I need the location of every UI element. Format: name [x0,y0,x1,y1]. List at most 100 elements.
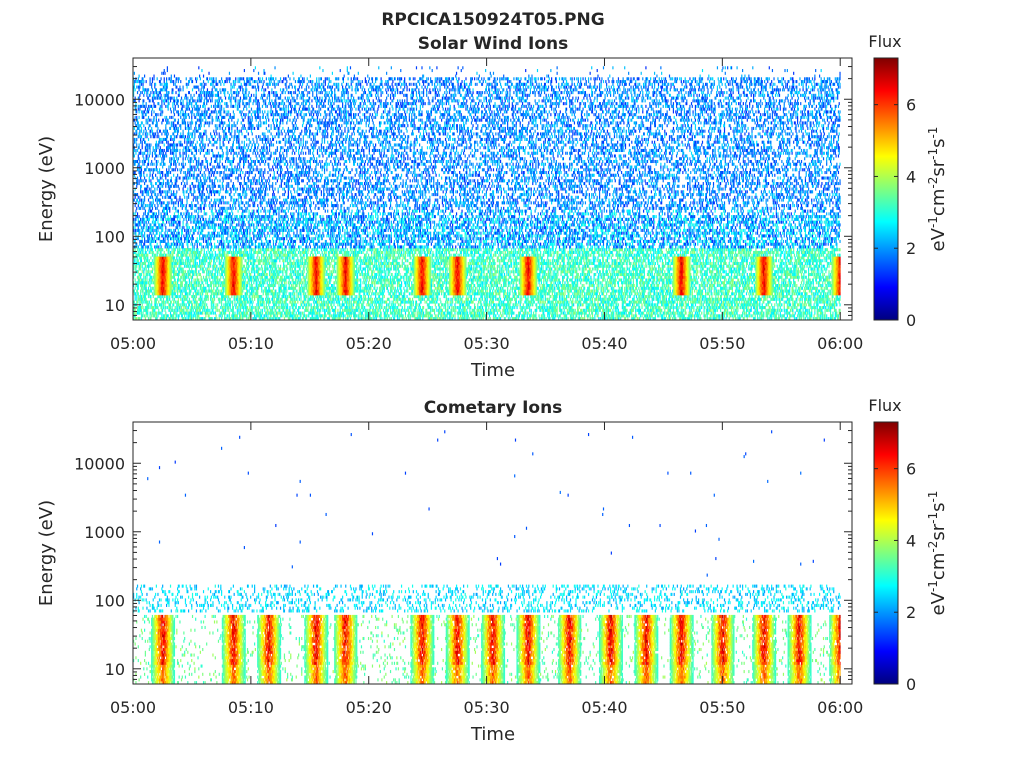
heatmap-cell [156,149,157,152]
heatmap-cell [159,234,160,237]
heatmap-cell [168,229,169,232]
heatmap-cell [134,154,135,157]
heatmap-cell [142,265,143,268]
heatmap-cell [171,124,172,127]
heatmap-cell [147,108,148,111]
heatmap-cell [146,113,147,116]
heatmap-cell [179,314,180,317]
heatmap-cell [149,218,150,221]
heatmap-cell [153,116,154,119]
heatmap-cell [150,152,151,155]
heatmap-cell [138,287,139,290]
heatmap-cell [156,88,157,91]
heatmap-cell [142,91,143,94]
heatmap-cell [168,204,169,207]
heatmap-cell [175,160,176,163]
heatmap-cell [148,221,149,224]
heatmap-cell [178,121,179,124]
heatmap-cell [165,301,166,304]
heatmap-cell [177,259,178,262]
heatmap-cell [152,207,153,210]
heatmap-cell [164,201,165,204]
heatmap-cell [135,259,136,262]
heatmap-cell [150,243,151,246]
heatmap-cell [165,124,166,127]
heatmap-cell [141,171,142,174]
heatmap-cell [159,223,160,226]
heatmap-cell [162,196,163,199]
heatmap-cell [155,248,156,251]
heatmap-cell [178,130,179,133]
heatmap-cell [170,196,171,199]
heatmap-cell [173,190,174,193]
heatmap-cell [168,132,169,135]
heatmap-cell [139,146,140,149]
heatmap-cell [164,210,165,213]
heatmap-cell [175,278,176,281]
heatmap-cell [162,223,163,226]
heatmap-cell [161,152,162,155]
heatmap-cell [135,121,136,124]
heatmap-cell [175,124,176,127]
heatmap-cell [150,143,151,146]
heatmap-cell [165,245,166,248]
heatmap-cell [148,295,149,298]
heatmap-cell [153,215,154,218]
heatmap-cell [168,141,169,144]
heatmap-cell [170,99,171,102]
heatmap-cell [164,143,165,146]
heatmap-cell [147,256,148,259]
heatmap-cell [151,281,152,284]
heatmap-cell [154,190,155,193]
heatmap-cell [172,309,173,312]
heatmap-cell [174,265,175,268]
heatmap-cell [170,171,171,174]
heatmap-cell [146,276,147,279]
heatmap-cell [144,196,145,199]
heatmap-cell [178,185,179,188]
heatmap-cell [147,259,148,262]
heatmap-cell [175,284,176,287]
heatmap-cell [139,83,140,86]
heatmap-cell [146,149,147,152]
heatmap-cell [153,77,154,80]
heatmap-cell [168,248,169,251]
heatmap-cell [139,301,140,304]
heatmap-cell [173,154,174,157]
heatmap-cell [138,196,139,199]
heatmap-cell [149,204,150,207]
heatmap-cell [136,295,137,298]
heatmap-cell [138,105,139,108]
heatmap-cell [175,130,176,133]
heatmap-cell [173,237,174,240]
heatmap-cell [161,113,162,116]
heatmap-cell [157,245,158,248]
heatmap-cell [152,278,153,281]
heatmap-cell [165,218,166,221]
heatmap-cell [142,193,143,196]
heatmap-cell [142,237,143,240]
heatmap-cell [163,218,164,221]
heatmap-cell [175,201,176,204]
heatmap-cell [155,152,156,155]
heatmap-cell [146,130,147,133]
heatmap-cell [145,278,146,281]
heatmap-cell [135,196,136,199]
heatmap-cell [152,154,153,157]
heatmap-cell [134,301,135,304]
heatmap-cell [148,160,149,163]
heatmap-cell [156,212,157,215]
heatmap-cell [140,188,141,191]
heatmap-cell [135,248,136,251]
heatmap-cell [143,171,144,174]
heatmap-cell [167,190,168,193]
heatmap-cell [179,278,180,281]
heatmap-cell [161,245,162,248]
heatmap-cell [150,295,151,298]
heatmap-cell [175,229,176,232]
heatmap-cell [135,221,136,224]
heatmap-cell [137,199,138,202]
heatmap-cell [160,312,161,315]
heatmap-cell [152,77,153,80]
heatmap-cell [137,215,138,218]
